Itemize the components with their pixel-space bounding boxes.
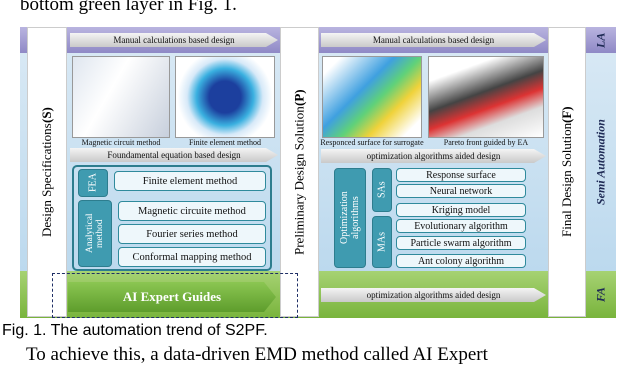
stage-symbol: (F) [559,106,574,124]
image [175,56,275,138]
method-item: Ant colony algorithm [396,254,526,268]
group-label: FEA [78,169,108,197]
bottom-text: To achieve this, a data-driven EMD metho… [26,344,488,365]
method-item: Neural network [396,184,526,198]
image [322,56,422,138]
image [428,56,544,138]
top-text: bottom green layer in Fig. 1. [20,0,237,15]
caption: Fig. 1. The automation trend of S2PF. [2,322,268,339]
arrow: Manual calculations based design [321,33,546,47]
method-item: Kriging model [396,203,526,217]
stage-symbol: (P) [291,89,307,106]
method-item: Particle swarm algorithm [396,236,526,250]
layer-label: FA [593,287,608,303]
method-item: Fourier series method [118,224,266,244]
group-label: Optimization algorithms [334,168,366,268]
method-item: Evolutionary algorithm [396,219,526,233]
image-caption: Responced surface for surrogate [320,138,424,147]
image-caption: Magnetic circuit method [81,138,161,147]
layer-label: Semi Automation [593,119,608,205]
method-item: Magnetic circuite method [118,201,266,221]
arrow: Manual calculations based design [70,33,278,47]
image-caption: Pareto front guided by EA [443,138,529,147]
method-frame [72,165,272,271]
stage-name: Design Specifications [39,123,54,237]
method-item: Finite element method [114,171,266,191]
group-label: Analytical method [78,200,112,267]
layer-label: LA [593,32,608,48]
group-label: MAs [372,216,392,268]
arrow: optimization algorithms aided design [321,149,546,163]
arrow: Foundamental equation based design [70,148,278,162]
stage-name: Preliminary Design Solution [291,105,307,255]
group-label: SAs [372,168,392,212]
method-item: Conformal mapping method [118,247,266,267]
stage-symbol: (S) [39,107,54,124]
image [72,56,170,138]
arrow: optimization algorithms aided design [321,288,546,302]
dashed-highlight [52,273,298,318]
method-item: Response surface [396,168,526,182]
image-caption: Finite element method [189,138,261,147]
stage-column: Final Design Solution (F) [548,27,586,317]
stage-name: Final Design Solution [559,123,574,238]
arrow: AI Expert Guides [68,282,276,312]
